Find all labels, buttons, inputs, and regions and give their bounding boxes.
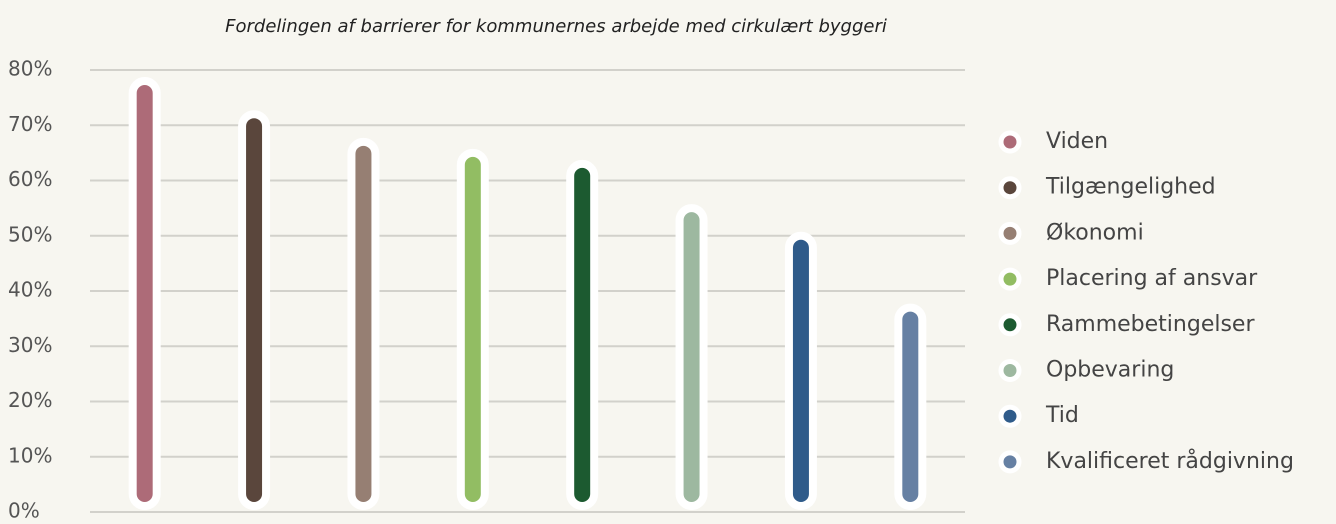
bar [894, 303, 927, 511]
legend-label: Opbevaring [1046, 358, 1174, 383]
bar [128, 77, 161, 511]
y-tick-label: 30% [8, 333, 52, 357]
legend-marker [998, 313, 1022, 337]
legend-marker [998, 176, 1022, 200]
legend-marker [998, 359, 1022, 382]
y-tick-label: 0% [8, 499, 40, 523]
bar [456, 148, 489, 510]
chart-title: Fordelingen af barrierer for kommunernes… [225, 16, 887, 37]
bar [238, 110, 271, 510]
legend-label: Tilgængelighed [1045, 175, 1216, 200]
bar [675, 204, 708, 510]
legend-label: Økonomi [1046, 220, 1144, 245]
y-tick-label: 50% [8, 222, 52, 246]
y-tick-label: 40% [8, 278, 52, 302]
legend-marker [998, 221, 1022, 245]
legend-label: Rammebetingelser [1046, 312, 1255, 337]
y-tick-label: 20% [8, 388, 52, 412]
legend-label: Tid [1045, 403, 1079, 428]
bar [566, 159, 599, 511]
legend-marker [998, 404, 1022, 428]
legend-label: Placering af ansvar [1046, 266, 1258, 291]
legend-marker [998, 450, 1022, 474]
bar [784, 231, 817, 510]
legend-marker [998, 267, 1022, 291]
y-tick-label: 60% [8, 167, 52, 191]
y-tick-label: 80% [8, 57, 52, 81]
bar [347, 137, 380, 510]
legend-label: Viden [1046, 129, 1108, 154]
y-tick-label: 10% [8, 443, 52, 467]
legend-marker [998, 130, 1022, 154]
y-tick-label: 70% [8, 112, 52, 136]
legend-label: Kvalificeret rådgivning [1046, 448, 1294, 474]
